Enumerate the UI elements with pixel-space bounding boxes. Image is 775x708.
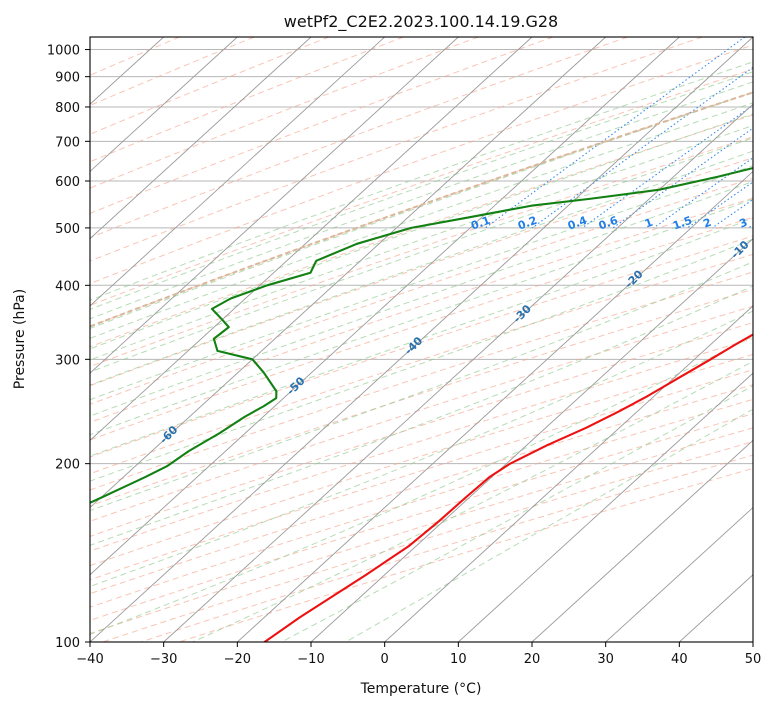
- y-tick-label: 900: [55, 71, 80, 86]
- moist-adiabat-line: [90, 61, 753, 301]
- moist-adiabat-line: [90, 71, 753, 310]
- isotherm-line: [458, 372, 753, 642]
- mixing-ratio-label: 0.4: [566, 214, 589, 233]
- y-tick-label: 600: [55, 175, 80, 190]
- isotherms: [90, 37, 753, 642]
- moist-adiabat-line: [90, 335, 753, 635]
- dry-adiabat-line: [90, 136, 753, 368]
- isotherm-line: [90, 37, 312, 240]
- x-tick-label: 30: [597, 652, 614, 667]
- mixing-ratio-label: 1.5: [671, 214, 694, 233]
- isotherm-line: [310, 238, 753, 642]
- x-tick-label: −40: [76, 652, 103, 667]
- dry-adiabat-line: [90, 91, 753, 327]
- axes: −40 −30 −20 −10 0 10 20 30 40 50 1000 900 800 700 600 5…: [47, 36, 762, 667]
- mixing-ratio-label: 0.6: [597, 214, 620, 233]
- dry-adiabat-line: [90, 37, 330, 135]
- y-tick-label: 200: [55, 458, 80, 473]
- x-tick-label: −30: [150, 652, 177, 667]
- y-tick-label: 100: [55, 636, 80, 651]
- x-tick-label: 0: [381, 652, 389, 667]
- plot-area: 0.10.20.40.611.52346810131620253036-100-…: [90, 37, 753, 642]
- dry-adiabat-line: [90, 68, 753, 306]
- x-tick-label: 10: [450, 652, 467, 667]
- isotherm-line: [90, 37, 238, 173]
- isotherm-line: [237, 170, 753, 642]
- moist-adiabat-line: [90, 113, 753, 350]
- mixing-ratio-label: 0.1: [469, 214, 492, 233]
- dry-adiabat-line: [90, 235, 753, 458]
- dry-adiabat-line: [90, 37, 554, 214]
- mixing-ratio-label: 1: [643, 216, 655, 231]
- moist-adiabat-line: [90, 217, 753, 457]
- y-tick-label: 1000: [47, 44, 80, 59]
- temperature-profile: [263, 333, 753, 642]
- plot-frame: [89, 36, 754, 643]
- isotherm-line: [90, 37, 680, 576]
- dry-adiabat-line: [90, 114, 753, 348]
- dry-adiabat-line: [90, 322, 753, 537]
- isotherm-line: [90, 37, 459, 374]
- chart-title: wetPf2_C2E2.2023.100.14.19.G28: [284, 12, 558, 32]
- dry-adiabat-line: [90, 37, 255, 107]
- mixing-ratio-line: [653, 157, 753, 229]
- isotherm-line: [90, 37, 606, 509]
- isotherm-line: [531, 439, 753, 642]
- x-tick-label: 50: [745, 652, 762, 667]
- dewpoint-profile: [90, 167, 753, 504]
- isotherm-line: [90, 37, 385, 307]
- y-tick-label: 300: [55, 353, 80, 368]
- mixing-ratio-label: 3: [738, 216, 750, 231]
- dry-adiabat-line: [90, 177, 753, 405]
- y-tick-label: 700: [55, 135, 80, 150]
- isotherm-line: [90, 37, 753, 642]
- isotherm-line: [605, 506, 753, 642]
- y-axis-label: Pressure (hPa): [12, 289, 28, 389]
- x-tick-label: −20: [224, 652, 251, 667]
- x-tick-label: −10: [297, 652, 324, 667]
- moist-adiabat-line: [90, 198, 753, 436]
- dry-adiabat-line: [90, 216, 753, 441]
- moist-adiabat-line: [192, 360, 753, 642]
- isotherm-line: [384, 305, 753, 642]
- dry-adiabat-line: [90, 353, 753, 567]
- isotherm-line: [90, 37, 533, 441]
- moist-adiabat-line: [90, 137, 753, 373]
- y-tick-label: 400: [55, 279, 80, 294]
- x-tick-label: 20: [524, 652, 541, 667]
- isotherm-line: [163, 103, 753, 642]
- mixing-ratio-label: 2: [701, 216, 713, 231]
- moist-adiabat-line: [90, 124, 753, 361]
- dry-adiabat-line: [90, 369, 753, 581]
- moist-adiabat-line: [90, 165, 753, 401]
- x-axis-label: Temperature (°C): [360, 681, 482, 697]
- dry-adiabat-line: [90, 44, 753, 285]
- y-tick-label: 800: [55, 101, 80, 116]
- x-tick-label: 40: [671, 652, 688, 667]
- y-tick-label: 500: [55, 222, 80, 237]
- profiles: [90, 167, 753, 642]
- mixing-ratio-line: [485, 37, 746, 229]
- dry-adiabat-line: [90, 37, 628, 239]
- mixing-ratio-label: 0.2: [516, 214, 539, 233]
